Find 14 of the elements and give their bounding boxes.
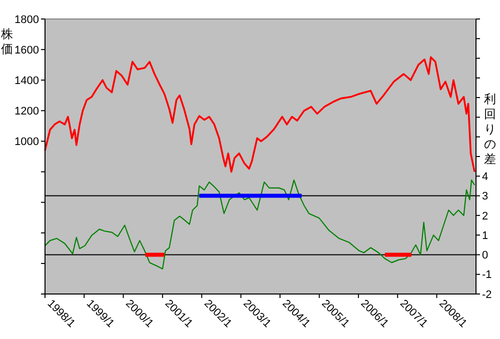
y2-tick-label: 2 — [482, 210, 488, 222]
y2-tick-label: 4 — [482, 170, 488, 183]
y2-axis-title: 利回りの差 — [484, 92, 496, 166]
y-tick-label: 1200 — [14, 106, 39, 118]
y2-tick-label: 0 — [482, 250, 488, 262]
y-axis-title: 株価 — [0, 27, 13, 56]
y2-tick-label: -2 — [482, 288, 492, 301]
y2-tick-label: 1 — [482, 230, 488, 242]
y-tick-label: 1600 — [14, 44, 39, 56]
y-tick-label: 1000 — [14, 136, 39, 148]
y2-tick-label: -1 — [482, 269, 492, 282]
y-tick-label: 1400 — [14, 74, 39, 87]
y-tick-label: 1800 — [14, 14, 39, 26]
y2-tick-label: 3 — [482, 190, 488, 203]
